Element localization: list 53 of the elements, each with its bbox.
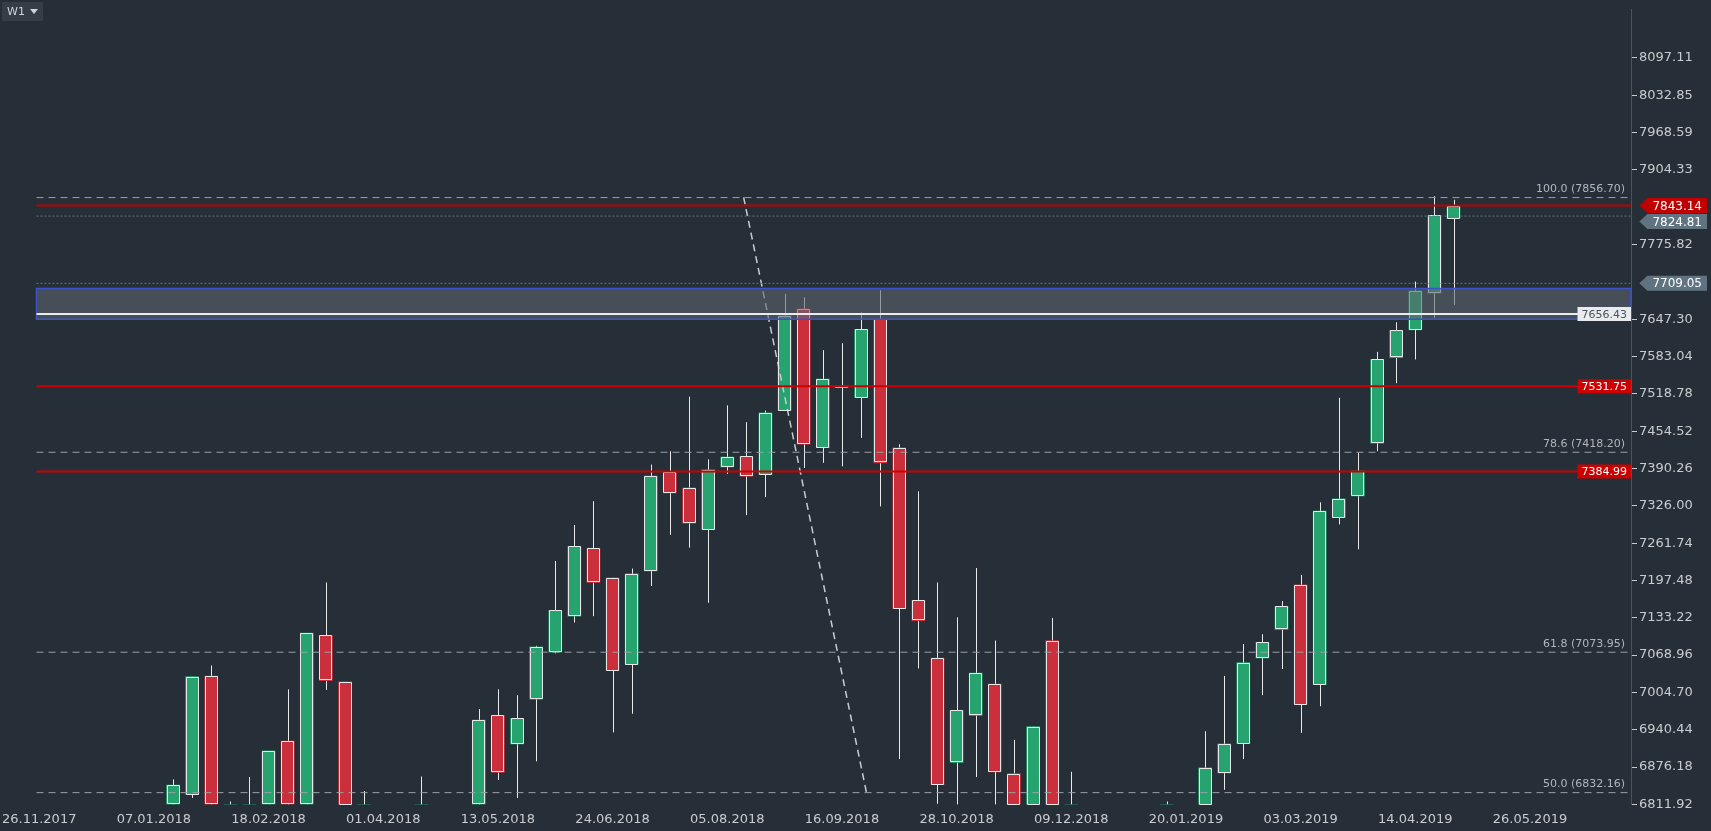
x-tick-label: 26.05.2019 (1492, 810, 1568, 826)
x-tick-label: 09.12.2018 (1034, 810, 1109, 826)
y-tick-label: 7968.59 (1639, 123, 1693, 139)
ref-line-label: 50.0 (6832.16) (1542, 777, 1625, 790)
y-tick-label: 7197.48 (1639, 571, 1693, 587)
ref-line-label: 7531.75 (1581, 380, 1628, 394)
y-tick-label: 7775.82 (1639, 235, 1693, 251)
y-tick-label: 7004.70 (1639, 683, 1693, 699)
x-tick-label: 18.02.2018 (231, 810, 306, 826)
candlestick (911, 490, 926, 669)
candlestick (739, 421, 754, 516)
ref-line-label: 7709.05 (1652, 276, 1702, 291)
y-tick-label: 7518.78 (1639, 385, 1693, 401)
ref-line-label: 61.8 (7073.95) (1542, 636, 1625, 650)
x-tick-label: 05.08.2018 (690, 810, 765, 826)
y-tick-label: 8032.85 (1639, 86, 1693, 102)
y-tick-label: 7454.52 (1639, 422, 1693, 438)
y-tick-label: 7390.26 (1639, 459, 1693, 475)
candlestick (1255, 633, 1270, 696)
y-tick-label: 6940.44 (1639, 721, 1693, 737)
y-tick-label: 7647.30 (1639, 310, 1693, 326)
y-tick-label: 7904.33 (1639, 161, 1693, 177)
y-tick-label: 7583.04 (1639, 347, 1693, 363)
y-tick-label: 7261.74 (1639, 534, 1693, 550)
y-tick-label: 7133.22 (1639, 609, 1693, 625)
y-tick-label: 7326.00 (1639, 497, 1693, 513)
text: W1 (7, 5, 25, 18)
x-tick-label: 03.03.2019 (1263, 810, 1338, 826)
y-tick-label: 7068.96 (1639, 646, 1693, 662)
x-tick-label: 07.01.2018 (116, 810, 192, 826)
y-tick-label: 8097.11 (1639, 49, 1693, 65)
y-tick-label: 6811.92 (1639, 795, 1693, 811)
candlestick (166, 778, 180, 805)
y-tick-label: 6876.18 (1639, 758, 1693, 774)
candlestick (1446, 199, 1461, 306)
ref-line-label: 78.6 (7418.20) (1542, 436, 1625, 450)
ref-line-label: 100.0 (7856.70) (1535, 181, 1625, 195)
candlestick (663, 450, 677, 536)
candlestick (1332, 397, 1346, 525)
candlestick (720, 404, 735, 475)
ref-line-label: 7843.14 (1652, 198, 1702, 213)
x-tick-label: 01.04.2018 (346, 810, 421, 826)
x-tick-label: 26.11.2017 (2, 810, 77, 826)
x-tick-label: 14.04.2019 (1378, 810, 1453, 826)
x-tick-label: 13.05.2018 (460, 810, 536, 826)
x-tick-label: 16.09.2018 (804, 810, 880, 826)
x-tick-label: 28.10.2018 (919, 810, 994, 826)
x-tick-label: 20.01.2019 (1148, 810, 1224, 826)
x-tick-label: 24.06.2018 (575, 810, 650, 826)
candlestick (1274, 600, 1289, 670)
ref-line-label: 7656.43 (1581, 307, 1628, 321)
ref-line-label: 7824.81 (1652, 214, 1702, 229)
ref-line-label: 7384.99 (1581, 465, 1628, 479)
